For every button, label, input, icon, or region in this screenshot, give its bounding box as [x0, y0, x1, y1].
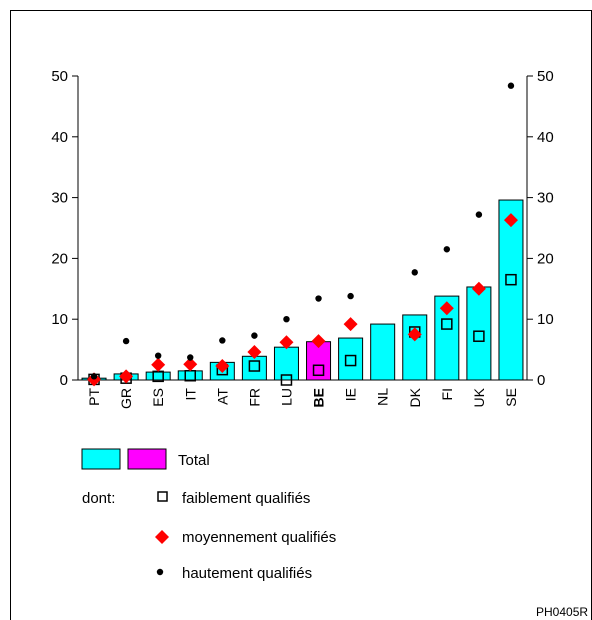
high-qualified-point: [315, 295, 322, 302]
bar: [370, 323, 396, 381]
category-label: AT: [214, 388, 230, 405]
category-label: GR: [118, 388, 134, 409]
low-qualified-point: [473, 330, 485, 342]
bar: [177, 370, 203, 381]
footer-code: PH0405R: [536, 605, 588, 619]
low-qualified-point: [441, 318, 453, 330]
category-label: UK: [471, 387, 487, 407]
high-qualified-point: [90, 373, 98, 380]
high-qualified-point: [475, 211, 483, 218]
high-qualified-point: [347, 292, 354, 300]
mid-qualified-point: [439, 301, 454, 316]
category-label: PT: [86, 388, 102, 406]
bars: [81, 199, 524, 381]
open-square-icon: [157, 491, 168, 502]
black-dot-icon: [156, 568, 164, 576]
y-tick-label-left: 0: [60, 372, 68, 389]
y-tick-label-left: 10: [51, 311, 68, 328]
bar: [273, 346, 299, 381]
legend-high-label: hautement qualifiés: [182, 565, 312, 582]
red-diamond-icon: [155, 530, 169, 544]
category-label: IE: [343, 388, 359, 401]
high-qualified-point: [187, 354, 194, 361]
mid-qualified-point: [247, 345, 262, 360]
high-qualified-point: [443, 246, 451, 253]
legend-prefix: dont:: [82, 490, 115, 507]
y-tick-label-left: 50: [51, 68, 68, 85]
category-label: LU: [278, 388, 294, 406]
bar: [466, 286, 492, 381]
high-qualified-point: [251, 332, 258, 339]
y-tick-label-right: 20: [537, 250, 554, 267]
high-qualified-point: [122, 337, 130, 345]
y-tick-label-left: 20: [51, 250, 68, 267]
legend: Total dont: faiblement qualifiés moyenne…: [81, 448, 336, 582]
legend-total-label: Total: [178, 452, 210, 469]
y-tick-label-right: 50: [537, 68, 554, 85]
bar: [241, 355, 267, 381]
bar: [338, 337, 364, 381]
low-qualified-point: [280, 374, 293, 386]
y-tick-label-right: 30: [537, 190, 554, 207]
category-label: IT: [182, 388, 198, 401]
bar: [145, 371, 171, 381]
category-labels: PT GR ES IT AT FR LU BE IE NL DK FI UK SE: [86, 387, 519, 409]
mid-qualified-point: [503, 213, 518, 228]
mid-qualified-point: [343, 317, 358, 332]
category-label: FR: [246, 388, 262, 407]
y-tick-label-left: 30: [51, 190, 68, 207]
low-qualified-point: [505, 273, 517, 286]
mid-qualified-point: [183, 357, 198, 372]
high-qualified-point: [411, 269, 418, 276]
markers: [87, 82, 518, 387]
mid-qualified-point: [119, 369, 134, 384]
legend-low-label: faiblement qualifiés: [182, 490, 310, 507]
legend-swatch-total-magenta: [127, 448, 167, 470]
mid-qualified-point: [471, 281, 486, 296]
y-tick-label-right: 0: [537, 372, 545, 389]
low-qualified-point: [248, 360, 261, 372]
high-qualified-point: [219, 337, 226, 344]
low-qualified-point: [312, 364, 325, 377]
mid-qualified-point: [311, 334, 326, 349]
bar: [402, 314, 428, 381]
mid-qualified-point: [215, 359, 230, 374]
mid-qualified-point: [407, 327, 422, 342]
legend-mid-label: moyennement qualifiés: [182, 529, 336, 546]
category-label: SE: [503, 388, 519, 407]
axes: 0 0 10 10 20 20 30 30 40 40 50 50: [51, 68, 553, 389]
y-tick-label-left: 40: [51, 129, 68, 146]
low-qualified-point: [344, 354, 357, 367]
legend-swatch-total-cyan: [81, 448, 121, 470]
mid-qualified-point: [151, 357, 166, 372]
high-qualified-point: [283, 316, 290, 323]
high-qualified-point: [507, 82, 515, 89]
mid-qualified-point: [279, 335, 294, 350]
category-label: DK: [407, 387, 423, 407]
category-label: FI: [439, 388, 455, 400]
y-tick-label-right: 10: [537, 311, 554, 328]
high-qualified-point: [154, 352, 162, 359]
category-label: ES: [150, 388, 166, 407]
bar: [498, 199, 524, 381]
category-label: BE: [311, 388, 327, 407]
y-tick-label-right: 40: [537, 129, 554, 146]
category-label: NL: [375, 388, 391, 406]
